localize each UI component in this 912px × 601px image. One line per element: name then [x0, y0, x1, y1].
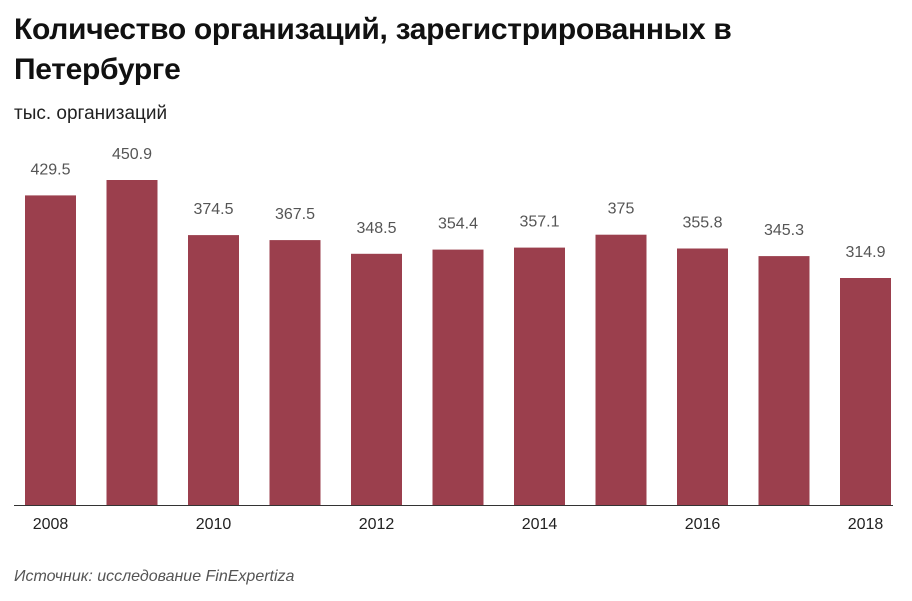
bar-2009: [106, 180, 158, 505]
source-note: Источник: исследование FinExpertiza: [14, 568, 295, 585]
bar-2017: [758, 256, 810, 505]
value-labels-group: 429.5 450.9 374.5 367.5 348.5 354.4 357.1 375 35…: [30, 146, 885, 261]
x-tick-label-2010: 2010: [196, 516, 232, 533]
bar-2015: [595, 234, 647, 505]
value-label-2016: 355.8: [682, 215, 722, 232]
value-label-2008: 429.5: [30, 161, 70, 178]
value-label-2018: 314.9: [845, 244, 885, 261]
value-label-2014: 357.1: [519, 214, 559, 231]
x-tick-label-2014: 2014: [522, 516, 558, 533]
value-label-2012: 348.5: [356, 220, 396, 237]
bar-2010: [188, 235, 239, 505]
value-label-2009: 450.9: [112, 146, 152, 163]
bar-2018: [840, 278, 891, 505]
unit-label: тыс. организаций: [14, 103, 168, 124]
chart-title: Количество организаций, зарегистрированн…: [14, 13, 732, 86]
x-tick-label-2012: 2012: [359, 516, 395, 533]
bar-2008: [25, 195, 76, 505]
bar-2011: [269, 240, 321, 505]
x-tick-labels-group: 2008 2010 2012 2014 2016 2018: [33, 516, 884, 533]
value-label-2011: 367.5: [275, 206, 315, 223]
bar-2014: [514, 247, 565, 505]
bar-2016: [677, 248, 728, 505]
x-tick-label-2008: 2008: [33, 516, 69, 533]
value-label-2013: 354.4: [438, 216, 478, 233]
x-tick-label-2016: 2016: [685, 516, 721, 533]
bar-chart: 429.5 450.9 374.5 367.5 348.5 354.4 357.1 375 35…: [14, 146, 893, 533]
value-label-2015: 375: [608, 201, 635, 218]
bars-group: [25, 180, 891, 505]
bar-2012: [351, 253, 402, 505]
value-label-2017: 345.3: [764, 222, 804, 239]
value-label-2010: 374.5: [193, 201, 233, 218]
bar-2013: [432, 249, 484, 505]
x-tick-label-2018: 2018: [848, 516, 884, 533]
